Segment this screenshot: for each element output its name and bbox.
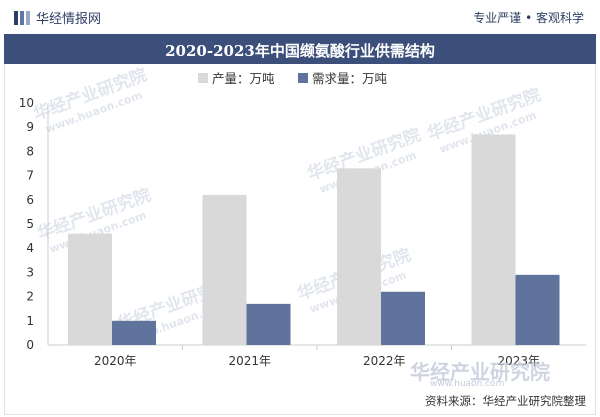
bottom-logo: 华经产业研究院 — [410, 360, 550, 384]
bar-demand — [381, 291, 425, 345]
bar-production — [471, 134, 516, 345]
top-bar: 华经情报网 专业严谨 • 客观科学 — [0, 0, 600, 34]
x-tick-label: 2022年 — [363, 354, 406, 368]
source-note: 资料来源：华经产业研究院整理 — [425, 394, 586, 408]
bar-demand — [515, 274, 560, 345]
bottom-logo-url: www.huaon.com — [430, 379, 505, 389]
y-tick-label: 2 — [26, 290, 34, 304]
bar-production — [202, 194, 247, 345]
y-tick-label: 7 — [26, 169, 34, 183]
chart-frame — [4, 64, 596, 415]
legend-label: 产量：万吨 — [212, 71, 275, 86]
bar-demand — [246, 303, 291, 345]
slogan: 专业严谨 • 客观科学 — [473, 11, 584, 25]
bar-production — [68, 233, 112, 345]
brand-name: 华经情报网 — [36, 12, 102, 27]
bar-production — [337, 168, 381, 345]
y-tick-label: 5 — [26, 217, 34, 231]
chart-title: 2020-2023年中国缬氨酸行业供需结构 — [165, 42, 435, 60]
title-bar: 2020-2023年中国缬氨酸行业供需结构 — [4, 34, 596, 64]
y-tick-label: 8 — [26, 144, 34, 158]
y-tick-label: 0 — [26, 338, 34, 352]
y-tick-label: 3 — [26, 265, 34, 279]
legend-swatch — [298, 73, 308, 83]
legend-label: 需求量：万吨 — [312, 71, 388, 86]
x-tick-label: 2021年 — [228, 354, 271, 368]
y-tick-label: 6 — [26, 193, 34, 207]
x-tick-label: 2023年 — [497, 354, 540, 368]
y-tick-label: 4 — [26, 241, 34, 255]
brand: 华经情报网 — [14, 8, 101, 27]
y-tick-label: 1 — [26, 314, 34, 328]
x-tick-label: 2020年 — [94, 354, 137, 368]
brand-logo-icon — [14, 10, 30, 25]
legend-swatch — [198, 73, 208, 83]
y-tick-label: 9 — [26, 120, 34, 134]
y-tick-label: 10 — [19, 96, 34, 110]
bar-demand — [112, 320, 156, 345]
